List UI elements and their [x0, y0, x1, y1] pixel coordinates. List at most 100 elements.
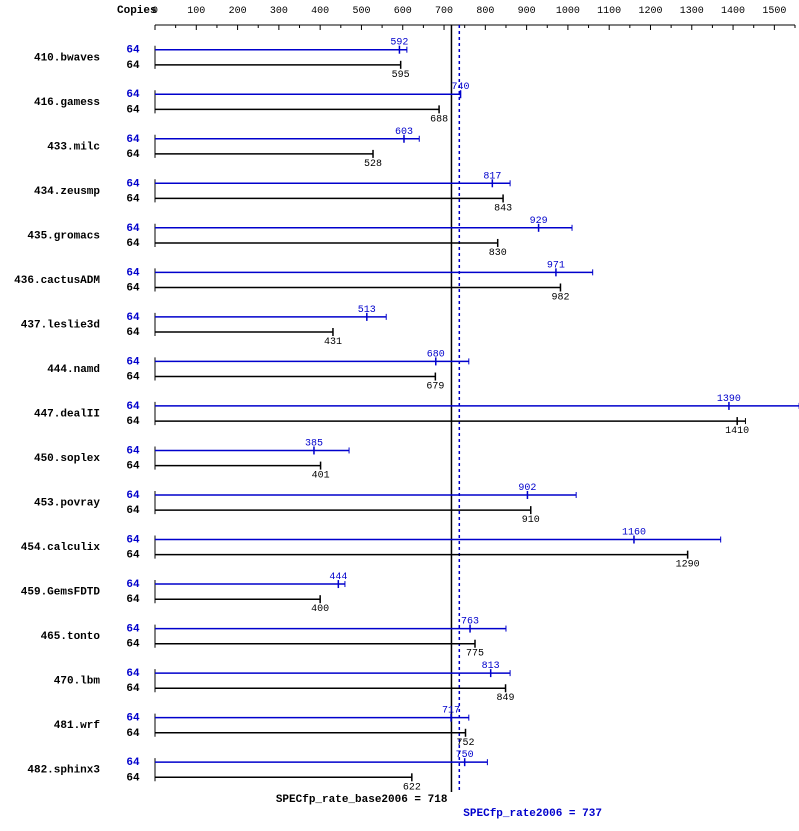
copies-base: 64	[126, 416, 140, 428]
peak-value: 929	[530, 216, 548, 227]
benchmark-name: 454.calculix	[21, 542, 101, 554]
copies-peak: 64	[126, 134, 140, 146]
chart-svg: 0100200300400500600700800900100011001200…	[0, 0, 799, 831]
x-tick-label: 700	[435, 6, 453, 17]
peak-value: 444	[329, 572, 347, 583]
x-tick-label: 1500	[762, 6, 786, 17]
copies-base: 64	[126, 104, 140, 116]
peak-value: 385	[305, 438, 323, 449]
copies-base: 64	[126, 728, 140, 740]
chart-bg	[0, 0, 799, 831]
base-value: 431	[324, 337, 342, 348]
benchmark-name: 444.namd	[47, 364, 100, 376]
base-value: 752	[456, 738, 474, 749]
copies-peak: 64	[126, 490, 140, 502]
copies-peak: 64	[126, 45, 140, 57]
x-tick-label: 400	[311, 6, 329, 17]
copies-peak: 64	[126, 178, 140, 190]
copies-peak: 64	[126, 535, 140, 547]
benchmark-name: 481.wrf	[54, 720, 101, 732]
benchmark-name: 459.GemsFDTD	[21, 587, 101, 599]
x-tick-label: 1300	[680, 6, 704, 17]
x-tick-label: 1100	[597, 6, 621, 17]
benchmark-name: 416.gamess	[34, 97, 100, 109]
copies-peak: 64	[126, 356, 140, 368]
copies-base: 64	[126, 282, 140, 294]
base-value: 401	[312, 471, 330, 482]
x-tick-label: 300	[270, 6, 288, 17]
peak-value: 1160	[622, 528, 646, 539]
copies-base: 64	[126, 550, 140, 562]
copies-base: 64	[126, 505, 140, 517]
peak-line-label: SPECfp_rate2006 = 737	[463, 808, 602, 820]
peak-value: 817	[483, 171, 501, 182]
base-value: 622	[403, 782, 421, 793]
copies-peak: 64	[126, 223, 140, 235]
copies-peak: 64	[126, 757, 140, 769]
peak-value: 740	[452, 82, 470, 93]
benchmark-name: 453.povray	[34, 498, 100, 510]
x-tick-label: 200	[229, 6, 247, 17]
copies-peak: 64	[126, 668, 140, 680]
copies-peak: 64	[126, 579, 140, 591]
benchmark-name: 450.soplex	[34, 453, 100, 465]
copies-peak: 64	[126, 713, 140, 725]
copies-base: 64	[126, 327, 140, 339]
x-tick-label: 500	[352, 6, 370, 17]
base-value: 400	[311, 604, 329, 615]
base-value: 688	[430, 114, 448, 125]
peak-value: 971	[547, 260, 565, 271]
copies-base: 64	[126, 149, 140, 161]
copies-base: 64	[126, 193, 140, 205]
peak-value: 763	[461, 617, 479, 628]
base-value: 843	[494, 203, 512, 214]
copies-peak: 64	[126, 267, 140, 279]
benchmark-name: 435.gromacs	[27, 230, 100, 242]
benchmark-name: 433.milc	[47, 141, 100, 153]
x-tick-label: 900	[518, 6, 536, 17]
x-tick-label: 600	[394, 6, 412, 17]
base-value: 528	[364, 159, 382, 170]
copies-base: 64	[126, 238, 140, 250]
copies-base: 64	[126, 60, 140, 72]
copies-peak: 64	[126, 312, 140, 324]
benchmark-name: 437.leslie3d	[21, 319, 100, 331]
x-tick-label: 1400	[721, 6, 745, 17]
x-tick-label: 100	[187, 6, 205, 17]
base-value: 595	[392, 70, 410, 81]
copies-peak: 64	[126, 624, 140, 636]
base-value: 775	[466, 649, 484, 660]
base-value: 1290	[676, 560, 700, 571]
benchmark-name: 470.lbm	[54, 676, 101, 688]
copies-peak: 64	[126, 445, 140, 457]
base-value: 849	[497, 693, 515, 704]
x-tick-label: 1200	[638, 6, 662, 17]
base-line-label: SPECfp_rate_base2006 = 718	[276, 794, 448, 806]
copies-header: Copies	[117, 5, 157, 17]
benchmark-name: 465.tonto	[41, 631, 101, 643]
peak-value: 513	[358, 305, 376, 316]
spec-chart: 0100200300400500600700800900100011001200…	[0, 0, 799, 831]
base-value: 679	[426, 382, 444, 393]
base-value: 1410	[725, 426, 749, 437]
peak-value: 902	[518, 483, 536, 494]
x-tick-label: 1000	[556, 6, 580, 17]
base-value: 982	[551, 292, 569, 303]
copies-base: 64	[126, 639, 140, 651]
peak-value: 1390	[717, 394, 741, 405]
copies-peak: 64	[126, 89, 140, 101]
benchmark-name: 410.bwaves	[34, 52, 100, 64]
base-value: 830	[489, 248, 507, 259]
peak-value: 603	[395, 127, 413, 138]
peak-value: 592	[390, 38, 408, 49]
copies-base: 64	[126, 461, 140, 473]
base-value: 910	[522, 515, 540, 526]
copies-base: 64	[126, 594, 140, 606]
peak-value: 813	[482, 661, 500, 672]
copies-base: 64	[126, 772, 140, 784]
benchmark-name: 482.sphinx3	[27, 765, 100, 777]
copies-base: 64	[126, 683, 140, 695]
benchmark-name: 434.zeusmp	[34, 186, 100, 198]
x-tick-label: 800	[476, 6, 494, 17]
copies-peak: 64	[126, 401, 140, 413]
